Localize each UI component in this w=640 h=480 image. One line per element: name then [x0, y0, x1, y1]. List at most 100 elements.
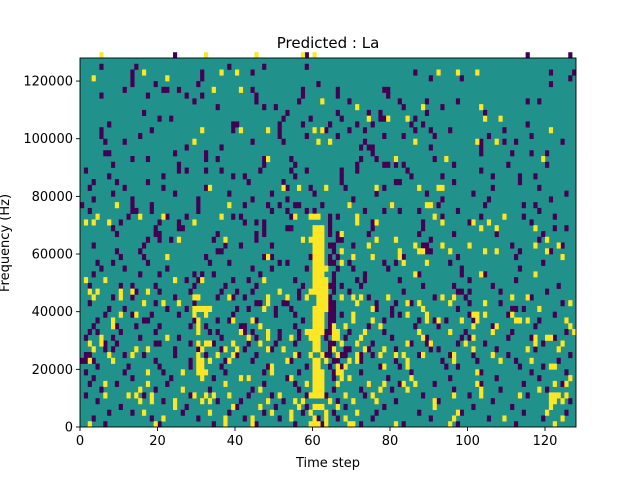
heatmap-cell-high: [316, 357, 321, 364]
heatmap-cell-low: [541, 259, 546, 266]
heatmap-cell-high: [91, 75, 96, 82]
heatmap-cell-high: [196, 363, 201, 370]
heatmap-cell-low: [382, 328, 387, 336]
heatmap-cell-high: [320, 248, 325, 255]
heatmap-cell-high: [312, 282, 317, 289]
heatmap-cell-low: [452, 161, 457, 168]
heatmap-cell-high: [266, 398, 271, 405]
heatmap-cell-low: [188, 363, 193, 370]
heatmap-cell-high: [320, 265, 325, 272]
heatmap-cell-high: [401, 380, 406, 387]
heatmap-cell-low: [514, 357, 519, 364]
heatmap-cell-low: [467, 219, 472, 226]
heatmap-cell-low: [91, 196, 96, 203]
heatmap-cell-high: [533, 340, 538, 347]
heatmap-cell-high: [374, 236, 379, 243]
y-axis: 0 20000 40000 60000 80000 100000 120000: [23, 75, 80, 436]
heatmap-cell-low: [331, 357, 337, 364]
x-tick-label: 40: [227, 434, 244, 449]
heatmap-cell-low: [521, 305, 526, 312]
heatmap-cell-low: [545, 386, 550, 393]
heatmap-cell-low: [390, 334, 395, 341]
heatmap-cell-high: [401, 352, 406, 359]
heatmap-cell-low: [335, 254, 340, 261]
heatmap-cell-low: [331, 409, 337, 416]
heatmap-cell-low: [103, 311, 108, 318]
heatmap-cell-low: [335, 230, 340, 238]
heatmap-cell-high: [258, 323, 263, 330]
heatmap-cell-low: [417, 207, 422, 214]
heatmap-cell-low: [219, 248, 224, 255]
heatmap-cell-low: [227, 317, 232, 324]
heatmap-cell-low: [533, 173, 538, 180]
heatmap-cell-high: [316, 254, 321, 261]
heatmap-cell-low: [436, 346, 441, 353]
heatmap-cell-high: [227, 202, 232, 209]
y-tick-label: 0: [65, 421, 73, 436]
heatmap-cell-low: [552, 334, 557, 341]
heatmap-cell-low: [374, 305, 379, 312]
heatmap-cell-high: [312, 127, 317, 134]
heatmap-cell-low: [537, 98, 542, 105]
heatmap-cell-low: [297, 369, 302, 376]
heatmap-cell-low: [304, 63, 309, 70]
heatmap-cell-low: [246, 392, 251, 399]
heatmap-cell-high: [145, 380, 151, 387]
heatmap-cell-high: [316, 248, 321, 255]
heatmap-cell-low: [145, 259, 151, 266]
heatmap-cell-high: [312, 380, 317, 387]
heatmap-cell-high: [556, 392, 561, 399]
heatmap-cell-low: [297, 294, 302, 301]
heatmap-cell-low: [238, 398, 244, 405]
heatmap-cell-low: [347, 346, 352, 353]
heatmap-cell-low: [262, 225, 267, 232]
heatmap-cell-low: [382, 161, 387, 168]
heatmap-cell-low: [130, 69, 135, 76]
heatmap-cell-low: [153, 81, 158, 88]
heatmap-cell-high: [250, 421, 255, 428]
heatmap-cell-low: [413, 323, 418, 330]
heatmap-cell-low: [366, 109, 371, 116]
heatmap-cell-low: [335, 236, 340, 243]
heatmap-cell-low: [300, 282, 306, 289]
heatmap-cell-low: [289, 305, 294, 312]
heatmap-cell-high: [471, 323, 476, 330]
heatmap-cell-low: [347, 98, 352, 105]
heatmap-cell-low: [153, 340, 158, 347]
heatmap-cell-low: [393, 346, 399, 353]
heatmap-cell-low: [262, 219, 267, 226]
heatmap-cell-high: [312, 259, 317, 266]
heatmap-cell-high: [343, 415, 348, 422]
heatmap-cell-high: [409, 375, 414, 382]
heatmap-cell-low: [440, 357, 445, 364]
heatmap-cell-low: [479, 213, 484, 220]
heatmap-cell-high: [316, 317, 321, 324]
heatmap-cell-high: [316, 311, 321, 318]
heatmap-cell-low: [382, 184, 387, 191]
heatmap-cell-low: [118, 219, 123, 226]
heatmap-cell-high: [235, 69, 240, 76]
heatmap-cell-high: [149, 398, 154, 405]
heatmap-cell-low: [517, 363, 523, 370]
heatmap-cell-low: [362, 127, 368, 134]
heatmap-cell-low: [246, 179, 251, 186]
heatmap-cell-low: [254, 300, 259, 307]
heatmap-cell-high: [405, 357, 410, 364]
heatmap-cell-low: [324, 328, 329, 336]
heatmap-cell-low: [339, 363, 344, 370]
heatmap-cell-high: [324, 305, 329, 312]
heatmap-cell-low: [304, 403, 309, 411]
heatmap-cell-high: [335, 369, 340, 376]
heatmap-cell-low: [254, 230, 259, 238]
heatmap-cell-low: [362, 271, 368, 278]
heatmap-cell-high: [304, 380, 309, 387]
heatmap-cell-high: [103, 380, 108, 387]
heatmap-cell-low: [91, 357, 96, 364]
heatmap-cell-low: [397, 98, 402, 105]
heatmap-cell-low: [331, 317, 337, 324]
heatmap-cell-high: [320, 282, 325, 289]
heatmap-cell-low: [95, 259, 100, 266]
heatmap-cell-low: [269, 254, 275, 261]
heatmap-cell-low: [91, 179, 96, 186]
